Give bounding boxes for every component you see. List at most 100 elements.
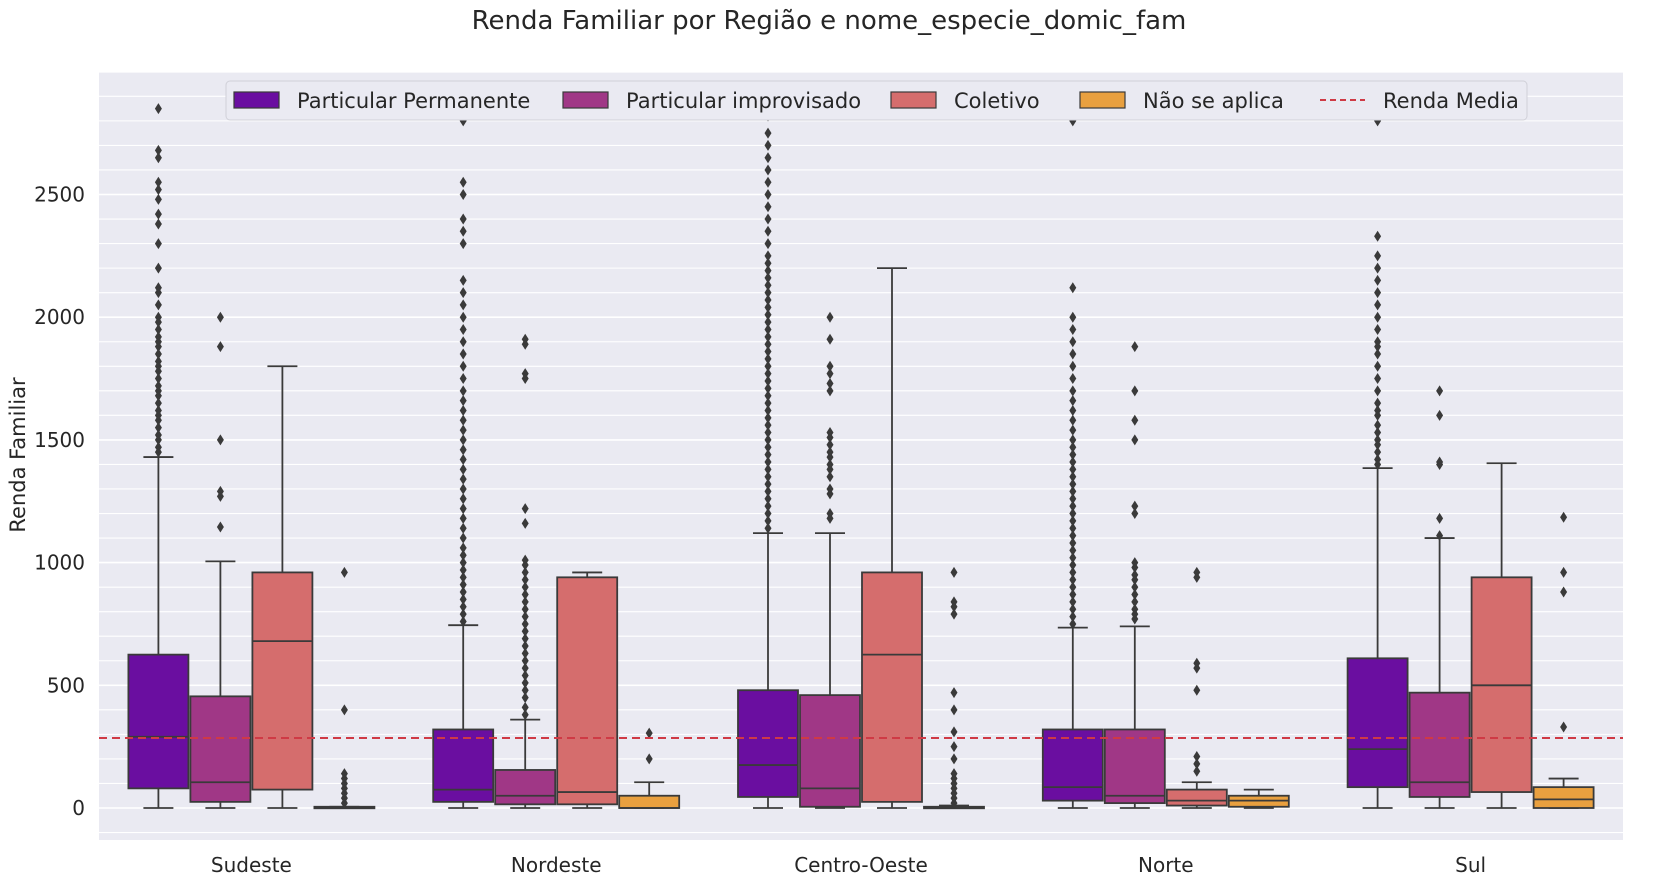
outlier-point xyxy=(1069,441,1077,453)
outlier-point xyxy=(154,176,162,188)
box-nordeste-nao-se-aplica xyxy=(618,727,681,809)
outlier-point xyxy=(521,684,529,696)
outlier-point xyxy=(154,380,162,392)
outlier-point xyxy=(459,483,467,495)
outlier-point xyxy=(764,164,772,176)
outlier-point xyxy=(1374,323,1382,335)
outlier-point xyxy=(1069,515,1077,527)
outlier-point xyxy=(154,348,162,360)
outlier-point xyxy=(521,709,529,721)
outlier-point xyxy=(459,395,467,407)
outlier-point xyxy=(1374,360,1382,372)
outlier-point xyxy=(1436,512,1444,524)
outlier-point xyxy=(521,611,529,623)
outlier-point xyxy=(459,311,467,323)
box-iqr xyxy=(618,794,681,809)
outlier-point xyxy=(1131,603,1139,615)
outlier-point xyxy=(459,532,467,544)
outlier-point xyxy=(764,434,772,446)
outlier-point xyxy=(826,508,834,520)
outlier-point xyxy=(340,768,348,780)
grid-lines xyxy=(99,71,1623,834)
y-tick-label: 0 xyxy=(72,796,85,820)
outlier-point xyxy=(1069,456,1077,468)
box-sudeste-particular-permanente xyxy=(127,103,190,809)
outlier-point xyxy=(1069,618,1077,630)
outlier-point xyxy=(154,441,162,453)
outlier-point xyxy=(1069,559,1077,571)
outlier-point xyxy=(154,103,162,115)
box-iqr xyxy=(251,571,314,791)
y-tick-label: 1000 xyxy=(34,551,85,575)
outlier-point xyxy=(764,368,772,380)
outlier-point xyxy=(1374,385,1382,397)
outlier-point xyxy=(764,301,772,313)
outlier-point xyxy=(764,456,772,468)
outlier-point xyxy=(764,360,772,372)
box-sul-particular-permanente xyxy=(1346,115,1409,809)
outlier-point xyxy=(1131,596,1139,608)
outlier-point xyxy=(764,272,772,284)
box-norte-nao-se-aplica xyxy=(1227,788,1290,809)
outlier-point xyxy=(1069,471,1077,483)
outlier-point xyxy=(764,346,772,358)
outlier-point xyxy=(950,566,958,578)
outlier-point xyxy=(1374,250,1382,262)
box-iqr xyxy=(1346,657,1409,789)
outlier-point xyxy=(216,521,224,533)
box-sudeste-particular-improvisado xyxy=(189,311,252,809)
outlier-point xyxy=(826,439,834,451)
legend-label: Não se aplica xyxy=(1143,89,1284,113)
outlier-point xyxy=(950,608,958,620)
outlier-point xyxy=(459,454,467,466)
box-iqr xyxy=(127,653,190,790)
outlier-point xyxy=(154,397,162,409)
outlier-point xyxy=(459,274,467,286)
outlier-point xyxy=(521,566,529,578)
outlier-point xyxy=(1374,454,1382,466)
outlier-point xyxy=(521,554,529,566)
legend-swatch xyxy=(233,91,280,109)
outlier-point xyxy=(1069,485,1077,497)
x-tick-label: Norte xyxy=(1138,853,1194,877)
box-sudeste-coletivo xyxy=(251,365,314,809)
outlier-point xyxy=(950,726,958,738)
outlier-point xyxy=(521,581,529,593)
outlier-point xyxy=(154,422,162,434)
outlier-point xyxy=(764,471,772,483)
outlier-point xyxy=(764,213,772,225)
outlier-point xyxy=(459,287,467,299)
box-nordeste-coletivo xyxy=(556,571,619,809)
outlier-point xyxy=(459,512,467,524)
outlier-point xyxy=(764,390,772,402)
x-tick-label: Sul xyxy=(1455,853,1486,877)
outlier-point xyxy=(764,127,772,139)
outlier-point xyxy=(1193,657,1201,669)
outlier-point xyxy=(764,353,772,365)
box-centro-oeste-nao-se-aplica xyxy=(923,566,985,810)
outlier-point xyxy=(1069,395,1077,407)
outlier-point xyxy=(764,287,772,299)
outlier-point xyxy=(950,753,958,765)
outlier-point xyxy=(764,152,772,164)
outlier-point xyxy=(216,341,224,353)
outlier-point xyxy=(1069,552,1077,564)
outlier-point xyxy=(1069,414,1077,426)
outlier-point xyxy=(521,574,529,586)
boxplots xyxy=(127,103,1595,810)
outlier-point xyxy=(1374,419,1382,431)
legend-swatch xyxy=(562,91,609,109)
outlier-point xyxy=(1069,336,1077,348)
outlier-point xyxy=(459,213,467,225)
outlier-point xyxy=(154,282,162,294)
outlier-point xyxy=(826,360,834,372)
outlier-point xyxy=(154,311,162,323)
outlier-point xyxy=(1131,500,1139,512)
outlier-point xyxy=(1069,537,1077,549)
outlier-point xyxy=(521,517,529,529)
outlier-point xyxy=(521,603,529,615)
outlier-point xyxy=(1069,385,1077,397)
outlier-point xyxy=(521,692,529,704)
outlier-point xyxy=(826,427,834,439)
y-axis: 0 500 1000 1500 2000 2500 xyxy=(34,183,85,821)
